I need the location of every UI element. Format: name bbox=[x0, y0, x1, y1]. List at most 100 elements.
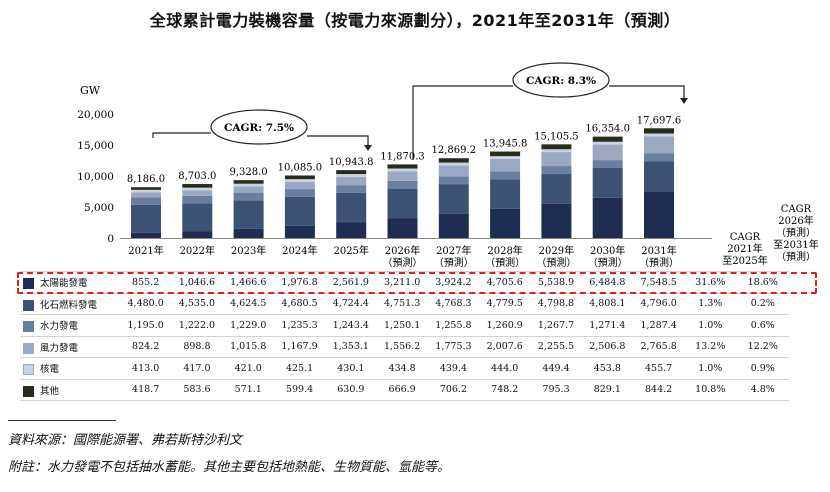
table-cell: 1,235.3 bbox=[273, 314, 326, 337]
legend-swatch bbox=[23, 278, 34, 290]
table-cell: 7,548.5 bbox=[632, 271, 685, 294]
table-cell: 4,808.1 bbox=[581, 293, 633, 315]
cagr-header-2021-2025: 2021年 bbox=[727, 242, 762, 255]
table-cell: 434.8 bbox=[376, 357, 428, 380]
bar-total-label: 8,186.0 bbox=[127, 174, 165, 185]
x-tick-label: 2024年 bbox=[282, 244, 317, 257]
cagr-label: CAGR: 7.5% bbox=[224, 122, 294, 134]
chart-title: 全球累計電力裝機容量（按電力來源劃分），2021年至2031年（預測） bbox=[149, 11, 681, 30]
table-cell: 4,680.5 bbox=[273, 293, 326, 315]
bar-segment bbox=[387, 168, 418, 172]
bar-segment bbox=[387, 180, 418, 189]
table-cell: 1,222.0 bbox=[171, 314, 223, 337]
table-cell: 4,624.5 bbox=[222, 293, 274, 315]
bar-segment bbox=[336, 174, 367, 177]
bar-segment bbox=[438, 176, 469, 185]
table-cell: 706.2 bbox=[427, 379, 480, 401]
table-cell: 855.2 bbox=[120, 271, 172, 294]
bar-segment bbox=[541, 166, 572, 174]
bar-segment bbox=[233, 200, 264, 229]
bar-segment bbox=[438, 162, 469, 166]
table-cell: 3,211.0 bbox=[376, 271, 428, 294]
bar-segment bbox=[592, 136, 623, 142]
x-tick-label: （預測） bbox=[536, 256, 576, 269]
bar-segment bbox=[233, 180, 264, 184]
table-cell: 413.0 bbox=[120, 357, 172, 380]
table-cell: 4,480.0 bbox=[120, 293, 172, 315]
table-cell: 1,976.8 bbox=[273, 271, 326, 294]
bar-segment bbox=[644, 128, 674, 134]
x-tick-label: 2028年 bbox=[487, 244, 522, 257]
bar-segment bbox=[387, 164, 418, 169]
bar-segment bbox=[131, 189, 161, 193]
table-cell: 1,046.6 bbox=[171, 271, 223, 294]
bar-segment bbox=[233, 186, 264, 193]
table-cell: 630.9 bbox=[325, 379, 377, 401]
bar-segment bbox=[336, 192, 367, 223]
x-tick-label: 2022年 bbox=[180, 244, 215, 257]
table-cell: 1,556.2 bbox=[376, 336, 428, 358]
bar-segment bbox=[644, 153, 674, 162]
bar-segment bbox=[592, 160, 623, 168]
bar-segment bbox=[131, 197, 161, 205]
table-cell: 4,535.0 bbox=[171, 293, 223, 315]
cagr-header-2026-2031: CAGR bbox=[781, 204, 812, 215]
cagr-header-2026-2031: （預測） bbox=[776, 250, 816, 263]
x-tick-label: （預測） bbox=[485, 256, 525, 269]
data-table: 太陽能發電 855.2 1,046.6 1,466.6 1,976.8 2,561.9 3,… bbox=[20, 271, 790, 401]
bar-segment bbox=[233, 192, 264, 201]
cagr-ellipse bbox=[210, 109, 308, 145]
cagr-2021-2025-cell: 31.6% bbox=[684, 271, 737, 294]
bar-segment bbox=[233, 183, 264, 187]
bar-segment bbox=[541, 203, 572, 238]
bar-segment bbox=[541, 149, 572, 153]
table-cell: 4,705.6 bbox=[479, 271, 531, 294]
table-cell: 4,751.3 bbox=[376, 293, 428, 315]
table-cell: 583.6 bbox=[171, 379, 223, 401]
cagr-connector-line bbox=[152, 132, 211, 138]
table-cell: 1,775.3 bbox=[427, 336, 480, 358]
table-cell: 4,768.3 bbox=[427, 293, 480, 315]
table-cell: 417.0 bbox=[171, 357, 223, 380]
bar-segment bbox=[182, 190, 213, 196]
table-cell: 571.1 bbox=[222, 379, 274, 401]
table-row: 其他 418.7 583.6 571.1 599.4 630.9 666.9 706.2 748… bbox=[20, 379, 790, 401]
x-tick-label: 2030年 bbox=[590, 244, 625, 257]
bar-segment bbox=[592, 144, 623, 161]
bar-segment bbox=[131, 232, 161, 238]
table-cell: 453.8 bbox=[581, 357, 633, 380]
bar-segment bbox=[490, 156, 521, 159]
bar-segment bbox=[644, 136, 674, 154]
bar-total-label: 9,328.0 bbox=[230, 167, 268, 178]
table-cell: 2,765.8 bbox=[632, 336, 685, 358]
cagr-2026-2031-cell: 0.9% bbox=[736, 357, 790, 380]
bar-segment bbox=[490, 158, 521, 172]
table-cell: 1,229.0 bbox=[222, 314, 274, 337]
table-cell: 4,724.4 bbox=[325, 293, 377, 315]
bar-segment bbox=[592, 167, 623, 198]
table-cell: 421.0 bbox=[222, 357, 274, 380]
row-label-text: 核電 bbox=[40, 364, 60, 376]
row-label-text: 水力發電 bbox=[40, 321, 79, 333]
table-cell: 418.7 bbox=[120, 379, 172, 401]
bar-segment bbox=[438, 184, 469, 214]
bar-segment bbox=[182, 231, 213, 238]
x-tick-label: 2023年 bbox=[231, 244, 266, 257]
x-tick-label: 2021年 bbox=[128, 244, 163, 257]
bar-segment bbox=[284, 196, 315, 226]
bar-total-label: 16,354.0 bbox=[585, 124, 630, 135]
row-label-text: 化石燃料發電 bbox=[40, 299, 98, 311]
bar-segment bbox=[182, 195, 213, 204]
bar-segment bbox=[644, 161, 674, 192]
table-cell: 599.4 bbox=[273, 379, 326, 401]
row-label-text: 其他 bbox=[40, 385, 60, 397]
cagr-2026-2031-cell: 12.2% bbox=[736, 336, 790, 358]
bar-segment bbox=[387, 188, 418, 219]
cagr-2021-2025-cell: 1.0% bbox=[684, 357, 737, 380]
cagr-arrow-line bbox=[609, 85, 685, 100]
table-cell: 1,250.1 bbox=[376, 314, 428, 337]
row-label: 太陽能發電 bbox=[20, 271, 120, 294]
table-cell: 455.7 bbox=[632, 357, 685, 380]
y-tick-label: 20,000 bbox=[77, 109, 114, 121]
table-cell: 1,353.1 bbox=[325, 336, 377, 358]
